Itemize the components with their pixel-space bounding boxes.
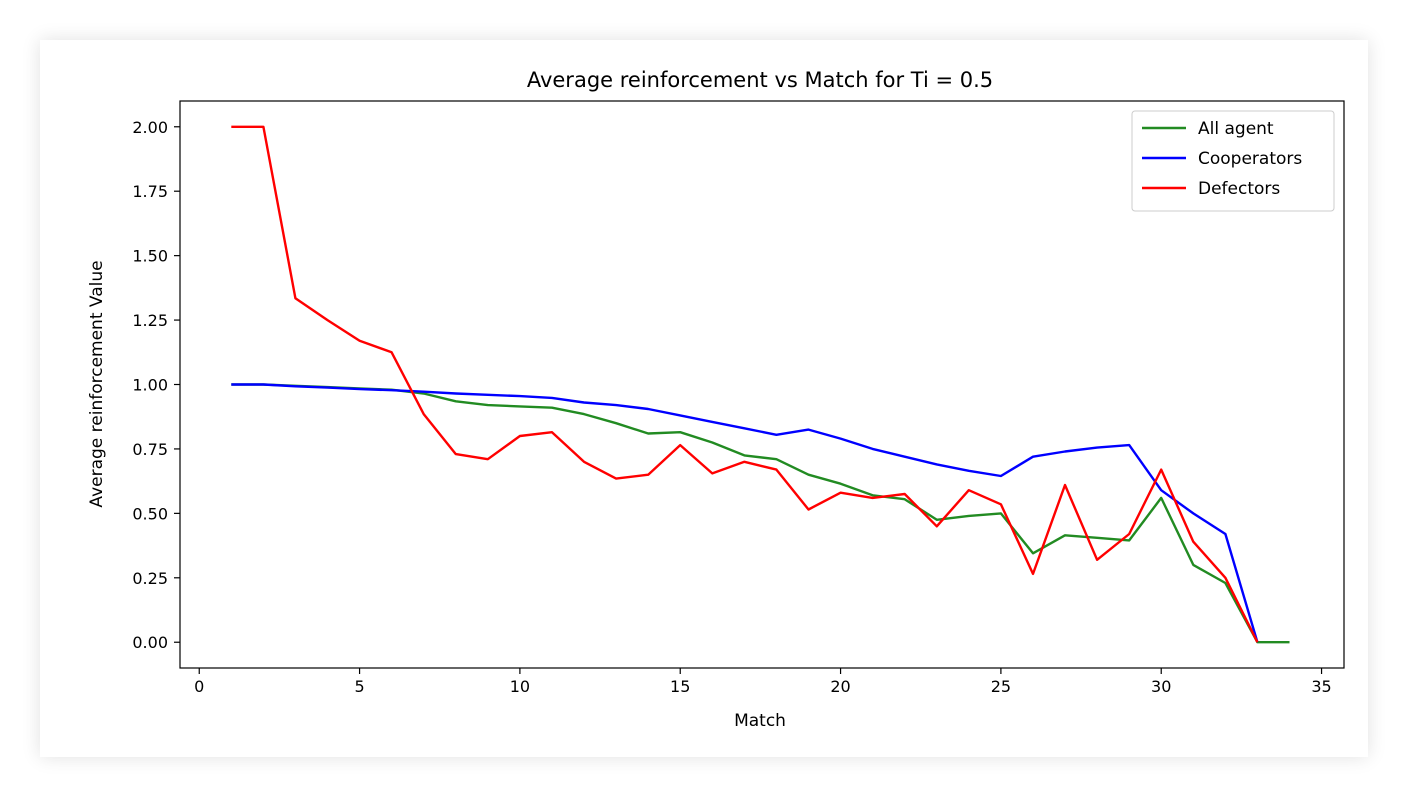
chart-card: Average reinforcement vs Match for Ti = … xyxy=(40,40,1368,757)
y-tick-label: 1.50 xyxy=(132,247,168,266)
chart-title: Average reinforcement vs Match for Ti = … xyxy=(527,68,993,92)
x-axis-label: Match xyxy=(734,711,786,731)
x-tick-label: 0 xyxy=(194,677,204,696)
x-tick-label: 5 xyxy=(354,677,364,696)
series-line-all-agent xyxy=(231,383,1290,644)
y-tick-label: 0.75 xyxy=(132,440,168,459)
x-tick-label: 20 xyxy=(830,677,850,696)
series-line-cooperators xyxy=(231,383,1259,643)
y-tick-label: 2.00 xyxy=(132,118,168,137)
x-axis: 0 5 10 15 20 25 30 35 xyxy=(194,668,1332,696)
x-tick-label: 30 xyxy=(1151,677,1171,696)
y-tick-label: 0.00 xyxy=(132,633,168,652)
legend-label-defectors: Defectors xyxy=(1198,179,1280,199)
series-line-defectors xyxy=(231,125,1259,643)
x-tick-label: 15 xyxy=(670,677,690,696)
y-axis: 0.00 0.25 0.50 0.75 1.00 1.25 1.50 1.75 2.00 xyxy=(132,118,180,652)
y-tick-label: 1.00 xyxy=(132,376,168,395)
y-tick-label: 1.75 xyxy=(132,182,168,201)
y-axis-label: Average reinforcement Value xyxy=(87,260,107,507)
y-tick-label: 0.50 xyxy=(132,504,168,523)
legend: All agent Cooperators Defectors xyxy=(1131,110,1335,212)
legend-label-all-agent: All agent xyxy=(1198,119,1274,139)
x-tick-label: 10 xyxy=(510,677,530,696)
legend-label-cooperators: Cooperators xyxy=(1198,149,1302,169)
y-tick-label: 1.25 xyxy=(132,311,168,330)
y-tick-label: 0.25 xyxy=(132,569,168,588)
x-tick-label: 35 xyxy=(1311,677,1331,696)
x-tick-label: 25 xyxy=(991,677,1011,696)
series-layer xyxy=(231,125,1290,644)
line-chart: Average reinforcement vs Match for Ti = … xyxy=(87,68,1345,731)
legend-box xyxy=(1131,110,1335,212)
